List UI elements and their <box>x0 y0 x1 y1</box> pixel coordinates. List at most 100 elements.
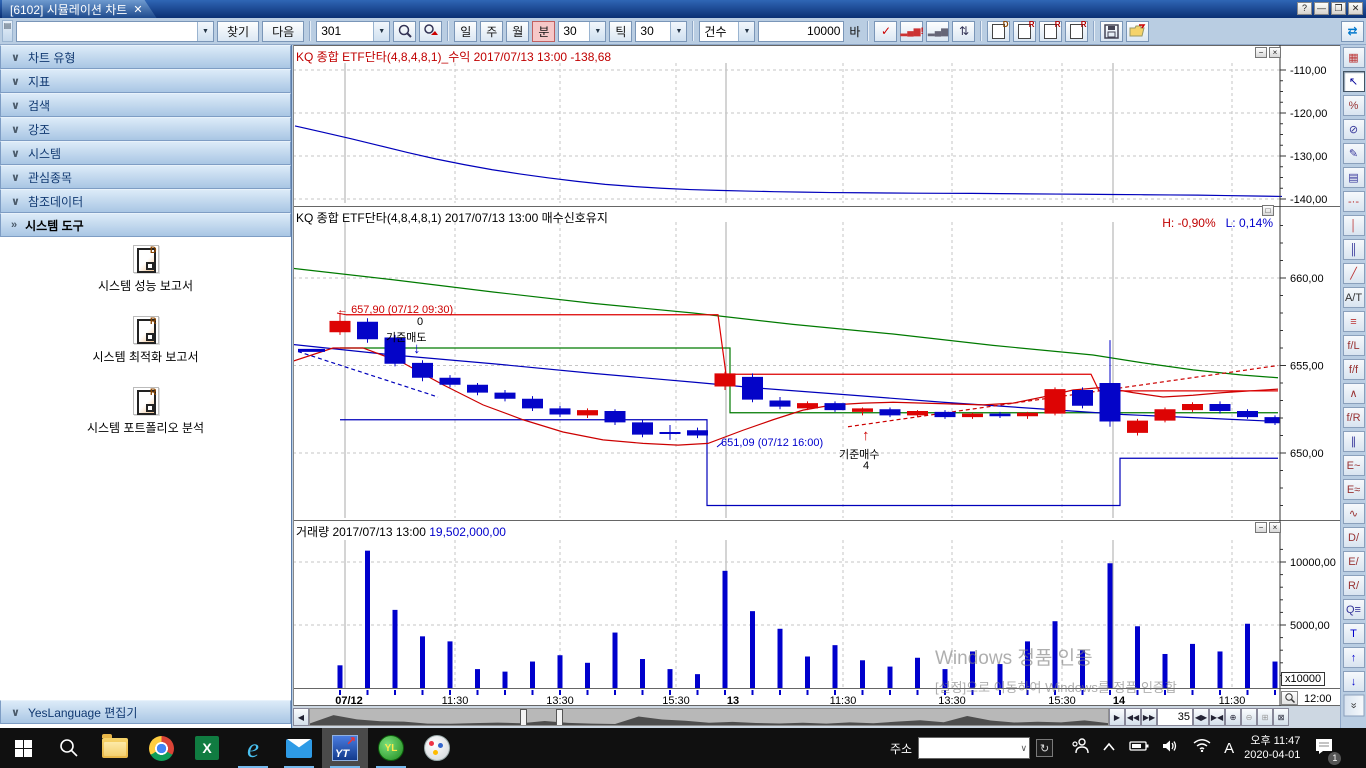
pane-minimize-icon[interactable]: − <box>1255 522 1267 533</box>
stock-search-combo[interactable]: ▼ <box>16 20 214 42</box>
mail-icon[interactable] <box>276 728 322 768</box>
nav-grid-button[interactable]: ⊞ <box>1257 708 1273 726</box>
pane-close-icon[interactable]: × <box>1269 47 1281 58</box>
report-g-icon-button[interactable]: R <box>1039 20 1063 42</box>
tool-pattern-e[interactable]: E/ <box>1342 551 1365 572</box>
tool-vertical-line[interactable]: │ <box>1342 215 1365 236</box>
tool-pattern-r[interactable]: R/ <box>1342 575 1365 596</box>
nav-scroll-left-button[interactable]: ◀ <box>293 708 309 726</box>
chevron-down-icon[interactable]: ∨ <box>1020 742 1028 753</box>
yeslanguage-app-icon[interactable]: YL <box>368 728 414 768</box>
screen-code-combo[interactable]: 301 ▼ <box>316 20 391 42</box>
toolbar-grip[interactable] <box>2 20 13 42</box>
pane-close-icon[interactable]: × <box>1269 522 1281 533</box>
chevron-down-icon[interactable]: ▼ <box>670 21 687 41</box>
battery-icon[interactable] <box>1129 739 1149 757</box>
sort-arrows-icon-button[interactable]: ⇅ <box>952 20 976 42</box>
tool-chart-layout[interactable]: ▦ <box>1342 47 1365 68</box>
help-button[interactable]: ? <box>1297 2 1312 15</box>
tool-fibo-f[interactable]: f/f <box>1342 359 1365 380</box>
pane-minimize-icon[interactable]: − <box>1255 47 1267 58</box>
minimize-button[interactable]: — <box>1314 2 1329 15</box>
pane-maximize-icon[interactable]: □ <box>1262 205 1274 216</box>
period-month-button[interactable]: 월 <box>506 20 530 42</box>
tool-pattern-d[interactable]: D/ <box>1342 527 1365 548</box>
hidden-icons-chevron[interactable] <box>1102 739 1116 757</box>
axis-zoom-icon[interactable] <box>1281 691 1298 705</box>
tool-optimization-report[interactable]: R 시스템 최적화 보고서 <box>1 316 290 365</box>
tool-zigzag[interactable]: ∿ <box>1342 503 1365 524</box>
taskbar-search-icon[interactable] <box>46 728 92 768</box>
nav-expand-button[interactable]: ◀▶ <box>1193 708 1209 726</box>
chevron-down-icon[interactable]: ▼ <box>738 21 755 41</box>
file-explorer-icon[interactable] <box>92 728 138 768</box>
bar-alert-icon-button[interactable]: ▂▄▆! <box>900 20 924 42</box>
sidebar-section-chart-type[interactable]: ∨ 차트 유형 <box>0 45 291 69</box>
tool-elliott-2[interactable]: E≈ <box>1342 479 1365 500</box>
open-folder-icon-button[interactable] <box>1126 20 1150 42</box>
refresh-icon-button[interactable]: ⇄ <box>1341 20 1364 42</box>
tool-text-note[interactable]: A/T <box>1342 287 1365 308</box>
sidebar-section-system[interactable]: ∨ 시스템 <box>0 141 291 165</box>
chevron-down-icon[interactable]: ▼ <box>589 21 606 41</box>
tool-fibo-r[interactable]: f/R <box>1342 407 1365 428</box>
tool-portfolio-analysis[interactable]: R 시스템 포트폴리오 분석 <box>1 387 290 436</box>
nav-page-left-button[interactable]: ◀◀ <box>1125 708 1141 726</box>
paint-icon[interactable] <box>414 728 460 768</box>
sidebar-section-search[interactable]: ∨ 검색 <box>0 93 291 117</box>
tool-quote-list[interactable]: Q≡ <box>1342 599 1365 620</box>
tool-candle-marker[interactable]: ║ <box>1342 239 1365 260</box>
notification-center-icon[interactable]: 1 <box>1314 737 1342 765</box>
tool-fibo-l[interactable]: f/L <box>1342 335 1365 356</box>
count-type-combo[interactable]: 건수 ▼ <box>699 20 756 42</box>
start-button[interactable] <box>0 728 46 768</box>
address-refresh-icon[interactable]: ↻ <box>1036 739 1054 757</box>
tool-trendline[interactable]: ╱ <box>1342 263 1365 284</box>
nav-close-button[interactable]: ⊠ <box>1273 708 1289 726</box>
period-week-button[interactable]: 주 <box>480 20 504 42</box>
period-day-button[interactable]: 일 <box>454 20 478 42</box>
tick-button[interactable]: 틱 <box>609 20 633 42</box>
window-tab[interactable]: [6102] 시뮬레이션 차트 ✕ <box>2 0 157 18</box>
nav-zoom-in-button[interactable]: ⊕ <box>1225 708 1241 726</box>
chrome-icon[interactable] <box>138 728 184 768</box>
tool-erase-all[interactable]: ✎ <box>1342 143 1365 164</box>
zoom-reset-icon-button[interactable] <box>419 20 443 42</box>
tool-horizontal-lines[interactable]: ≡ <box>1342 311 1365 332</box>
nav-handle-right[interactable] <box>556 709 563 725</box>
sidebar-section-refdata[interactable]: ∨ 참조데이터 <box>0 189 291 213</box>
speaker-icon[interactable] <box>1162 739 1180 758</box>
report-view-icon-button[interactable]: R <box>1013 20 1037 42</box>
tool-text[interactable]: T <box>1342 623 1365 644</box>
tool-arrow-up[interactable]: ↑ <box>1342 647 1365 668</box>
ime-indicator[interactable]: A <box>1224 739 1235 757</box>
tool-pointer[interactable]: ↖ <box>1342 71 1365 92</box>
chevron-down-icon[interactable]: ▼ <box>373 21 390 41</box>
nav-collapse-button[interactable]: ▶◀ <box>1209 708 1225 726</box>
sidebar-section-system-tools[interactable]: » 시스템 도구 <box>0 213 291 237</box>
tool-erase-one[interactable]: ⊘ <box>1342 119 1365 140</box>
tab-close-icon[interactable]: ✕ <box>133 3 143 16</box>
tool-elliott-1[interactable]: E~ <box>1342 455 1365 476</box>
tool-fibo-fan[interactable]: ∧ <box>1342 383 1365 404</box>
nav-track[interactable] <box>309 708 1109 726</box>
nav-handle-left[interactable] <box>520 709 527 725</box>
chart-canvas[interactable]: -110,00 -120,00 -130,00 -140,00 660,00 655,00… <box>293 45 1340 707</box>
bar-chart-icon-button[interactable]: ▂▄▆ <box>926 20 950 42</box>
people-icon[interactable] <box>1071 737 1089 759</box>
minute-interval-combo[interactable]: 30 ▼ <box>558 20 607 42</box>
tool-performance-report[interactable]: D 시스템 성능 보고서 <box>1 245 290 294</box>
next-button[interactable]: 다음 <box>262 20 305 42</box>
sidebar-section-indicator[interactable]: ∨ 지표 <box>0 69 291 93</box>
visible-bars-input[interactable] <box>1157 708 1193 726</box>
tool-pane-grid[interactable]: ▤ <box>1342 167 1365 188</box>
sidebar-section-yeslanguage[interactable]: ∨ YesLanguage 편집기 <box>0 700 291 724</box>
restore-button[interactable]: ❐ <box>1331 2 1346 15</box>
tool-arrow-down[interactable]: ↓ <box>1342 671 1365 692</box>
tool-dot-line[interactable]: -·- <box>1342 191 1365 212</box>
save-icon-button[interactable] <box>1100 20 1124 42</box>
tool-percent-edit[interactable]: % <box>1342 95 1365 116</box>
nav-page-right-button[interactable]: ▶▶ <box>1141 708 1157 726</box>
taskbar-clock[interactable]: 오후 11:47 2020-04-01 <box>1244 734 1300 762</box>
count-input[interactable] <box>758 20 845 42</box>
